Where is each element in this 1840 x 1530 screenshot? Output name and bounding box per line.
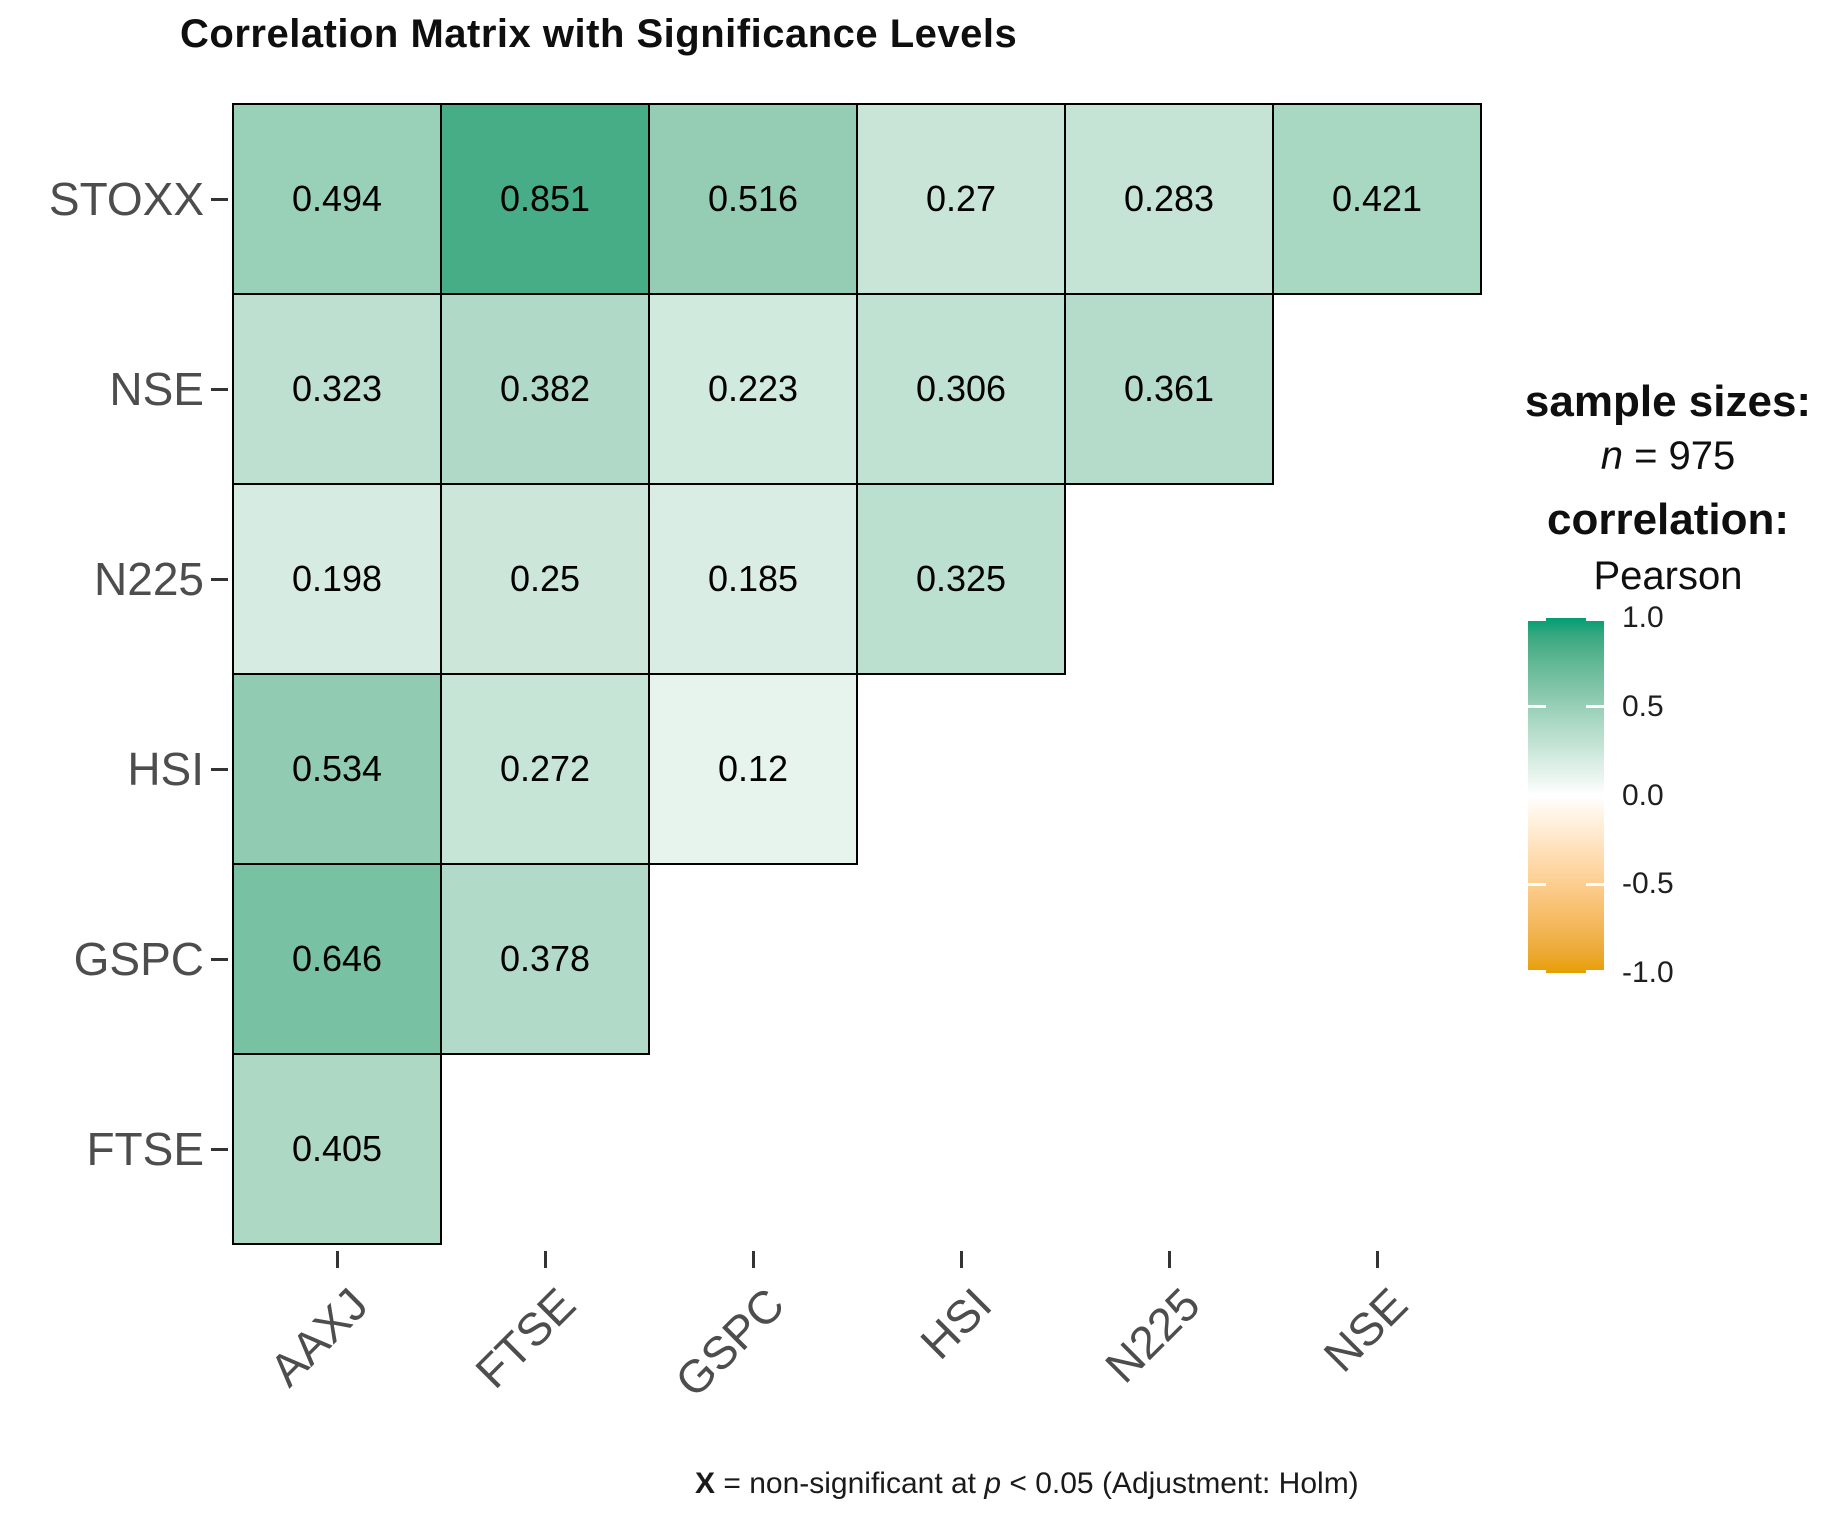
matrix-cell-GSPC-AAXJ: 0.646 xyxy=(232,863,442,1055)
x-axis-label-HSI: HSI xyxy=(910,1277,1002,1369)
x-axis-label-GSPC: GSPC xyxy=(664,1277,794,1407)
matrix-cell-NSE-AAXJ: 0.323 xyxy=(232,293,442,485)
colorbar-tick-label-1.0: 1.0 xyxy=(1622,601,1664,634)
caption-text-2: < 0.05 (Adjustment: Holm) xyxy=(1001,1467,1359,1500)
colorbar-tick-label-0.0: 0.0 xyxy=(1622,778,1664,812)
x-axis-label-NSE: NSE xyxy=(1313,1277,1418,1382)
matrix-cell-N225-GSPC: 0.185 xyxy=(648,483,858,675)
x-axis-tick xyxy=(1168,1251,1171,1268)
n-symbol: n xyxy=(1600,434,1623,478)
colorbar-tick-label--1.0: -1.0 xyxy=(1622,956,1674,989)
colorbar-tick-mark xyxy=(1586,970,1604,973)
n-equals-value: = 975 xyxy=(1622,434,1736,478)
matrix-cell-N225-AAXJ: 0.198 xyxy=(232,483,442,675)
colorbar-tick-mark xyxy=(1586,618,1604,621)
matrix-cell-NSE-GSPC: 0.223 xyxy=(648,293,858,485)
chart-title: Correlation Matrix with Significance Lev… xyxy=(180,12,1018,56)
y-axis-label-HSI: HSI xyxy=(127,743,204,795)
y-axis-tick xyxy=(211,388,228,391)
colorbar-tick-mark xyxy=(1528,882,1546,886)
matrix-cell-N225-HSI: 0.325 xyxy=(856,483,1066,675)
x-marker-symbol: X xyxy=(695,1467,716,1500)
matrix-cell-STOXX-FTSE: 0.851 xyxy=(440,103,650,295)
x-axis-label-N225: N225 xyxy=(1095,1277,1210,1393)
matrix-cell-STOXX-AAXJ: 0.494 xyxy=(232,103,442,295)
x-axis-tick xyxy=(336,1251,339,1268)
matrix-cell-FTSE-AAXJ: 0.405 xyxy=(232,1053,442,1245)
x-axis-tick xyxy=(544,1251,547,1268)
legend-correlation-title: correlation: xyxy=(1546,495,1790,544)
significance-caption: X = non-significant at p < 0.05 (Adjustm… xyxy=(695,1466,1359,1502)
x-axis-tick xyxy=(960,1251,963,1268)
y-axis-tick xyxy=(211,958,228,961)
matrix-cell-HSI-FTSE: 0.272 xyxy=(440,673,650,865)
matrix-cell-GSPC-FTSE: 0.378 xyxy=(440,863,650,1055)
x-axis-tick xyxy=(1376,1251,1379,1268)
y-axis-label-STOXX: STOXX xyxy=(48,173,204,225)
x-axis-tick xyxy=(752,1251,755,1268)
p-symbol: p xyxy=(984,1467,1002,1500)
y-axis-label-FTSE: FTSE xyxy=(86,1123,204,1175)
colorbar-tick-mark xyxy=(1528,618,1546,621)
colorbar-tick-mark xyxy=(1586,882,1604,886)
matrix-cell-HSI-GSPC: 0.12 xyxy=(648,673,858,865)
matrix-cell-NSE-N225: 0.361 xyxy=(1064,293,1274,485)
matrix-cell-NSE-HSI: 0.306 xyxy=(856,293,1066,485)
y-axis-tick xyxy=(211,198,228,201)
legend-sample-sizes-title: sample sizes: xyxy=(1524,377,1812,426)
matrix-cell-STOXX-N225: 0.283 xyxy=(1064,103,1274,295)
y-axis-label-GSPC: GSPC xyxy=(73,933,204,985)
matrix-cell-N225-FTSE: 0.25 xyxy=(440,483,650,675)
matrix-cell-STOXX-GSPC: 0.516 xyxy=(648,103,858,295)
caption-text-1: = non-significant at xyxy=(715,1467,985,1500)
y-axis-label-N225: N225 xyxy=(94,553,204,605)
y-axis-label-NSE: NSE xyxy=(109,363,204,415)
colorbar-tick-mark xyxy=(1528,970,1546,973)
legend-sample-size-value: n = 975 xyxy=(1496,436,1840,476)
colorbar-tick-label--0.5: -0.5 xyxy=(1622,867,1674,901)
matrix-cell-NSE-FTSE: 0.382 xyxy=(440,293,650,485)
colorbar-gradient xyxy=(1528,618,1604,973)
legend-method-label: Pearson xyxy=(1593,554,1743,598)
colorbar-tick-label-0.5: 0.5 xyxy=(1622,689,1664,723)
matrix-cell-STOXX-NSE: 0.421 xyxy=(1272,103,1482,295)
x-axis-label-FTSE: FTSE xyxy=(465,1277,586,1398)
colorbar-tick-mark xyxy=(1528,705,1546,709)
y-axis-tick xyxy=(211,768,228,771)
matrix-cell-STOXX-HSI: 0.27 xyxy=(856,103,1066,295)
x-axis-label-AAXJ: AAXJ xyxy=(259,1277,378,1396)
y-axis-tick xyxy=(211,578,228,581)
colorbar-tick-mark xyxy=(1586,705,1604,709)
y-axis-tick xyxy=(211,1148,228,1151)
matrix-cell-HSI-AAXJ: 0.534 xyxy=(232,673,442,865)
